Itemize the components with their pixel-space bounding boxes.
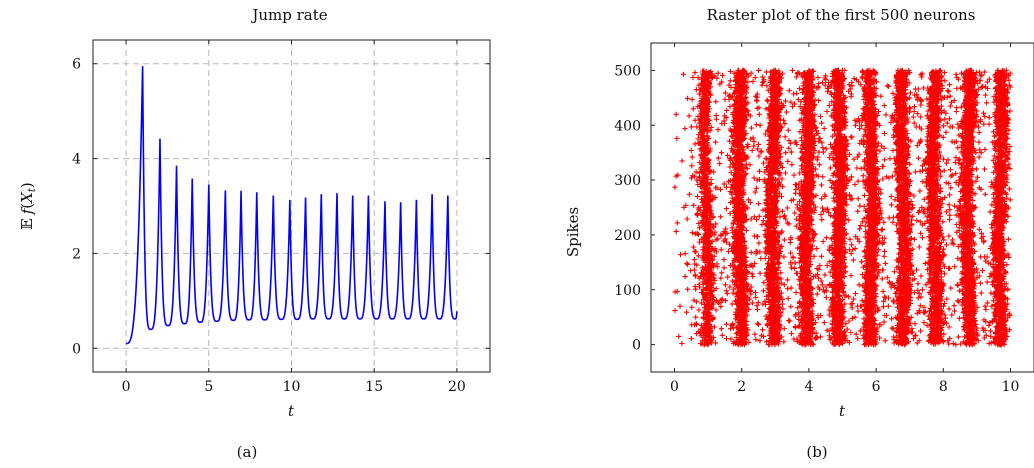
- jump-rate-y-tick-label: 6: [72, 57, 81, 73]
- raster-x-tick-label: 0: [670, 379, 679, 395]
- t-subscript: t: [27, 187, 38, 192]
- caption-b: (b): [806, 443, 827, 461]
- raster-plot-frame: [650, 42, 1034, 373]
- jump-rate-y-axis-label: 𝔼f(Xt): [18, 182, 38, 229]
- jump-rate-title: Jump rate: [250, 6, 327, 24]
- caption-a: (a): [237, 443, 258, 461]
- jump-rate-x-tick-label: 10: [283, 379, 301, 395]
- jump-rate-series-line: [126, 66, 458, 345]
- raster-y-tick-label: 0: [632, 338, 641, 354]
- raster-x-tick-label: 8: [939, 379, 948, 395]
- raster-y-axis-label: Spikes: [564, 207, 582, 257]
- paren-open: (: [18, 203, 36, 209]
- raster-y-tick-label: 100: [614, 283, 641, 299]
- raster-x-tick-label: 2: [737, 379, 746, 395]
- x-symbol: X: [18, 191, 36, 204]
- raster-y-tick-label: 200: [614, 228, 641, 244]
- raster-plot-title: Raster plot of the first 500 neurons: [707, 6, 976, 24]
- raster-y-tick-label: 500: [614, 63, 641, 79]
- jump-rate-x-tick-label: 20: [448, 379, 466, 395]
- raster-x-tick-label: 10: [1002, 379, 1020, 395]
- expectation-symbol: 𝔼: [18, 218, 36, 229]
- jump-rate-chart: Jump rate 0 5 10 15 20 0 2 4 6 t 𝔼f(Xt) (a): [18, 6, 491, 461]
- jump-rate-ticks: 0 5 10 15 20 0 2 4 6: [72, 40, 490, 395]
- f-symbol: f: [18, 206, 36, 215]
- jump-rate-x-axis-label: t: [288, 402, 295, 420]
- raster-x-tick-label: 4: [804, 379, 813, 395]
- paren-close: ): [18, 182, 36, 188]
- jump-rate-y-tick-label: 0: [72, 341, 81, 357]
- jump-rate-y-tick-label: 2: [72, 246, 81, 262]
- raster-x-axis-label: t: [839, 402, 846, 420]
- jump-rate-y-axis-label-group: 𝔼f(Xt): [18, 182, 38, 229]
- raster-spike-markers: [672, 67, 1013, 348]
- jump-rate-y-tick-label: 4: [72, 152, 81, 168]
- raster-spike-points: [672, 67, 1013, 348]
- raster-y-tick-label: 400: [614, 118, 641, 134]
- jump-rate-x-tick-label: 15: [365, 379, 383, 395]
- jump-rate-x-tick-label: 5: [204, 379, 213, 395]
- jump-rate-x-tick-label: 0: [122, 379, 131, 395]
- raster-y-tick-label: 300: [614, 173, 641, 189]
- raster-plot-chart: Raster plot of the first 500 neurons 0 2 4…: [564, 6, 1034, 461]
- jump-rate-grid: [93, 40, 490, 372]
- raster-x-tick-label: 6: [872, 379, 881, 395]
